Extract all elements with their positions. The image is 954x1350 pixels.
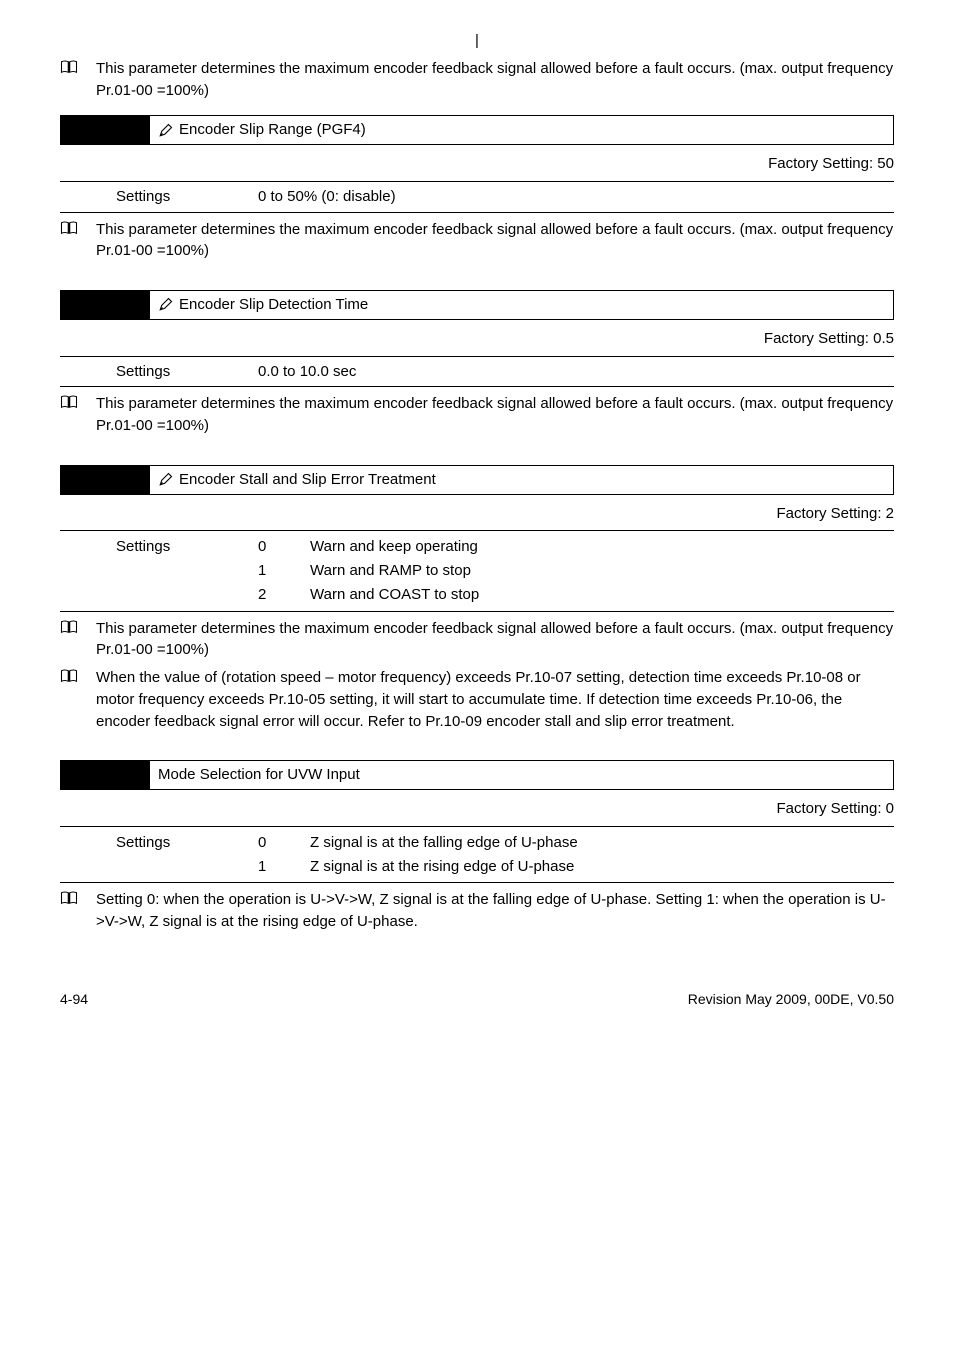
settings-option-row: 1Z signal is at the rising edge of U-pha… (60, 855, 894, 879)
option-number: 1 (250, 856, 310, 878)
factory-setting: Factory Setting: 50 (60, 153, 894, 175)
settings-label: Settings (60, 186, 250, 208)
param-note: This parameter determines the maximum en… (60, 393, 894, 437)
book-icon (60, 393, 96, 416)
factory-setting: Factory Setting: 2 (60, 503, 894, 525)
option-text: Warn and RAMP to stop (310, 560, 894, 582)
param-title-text: Encoder Slip Detection Time (179, 294, 368, 316)
param-title: Encoder Stall and Slip Error Treatment (150, 466, 894, 494)
note-text: This parameter determines the maximum en… (96, 618, 894, 662)
revision-text: Revision May 2009, 00DE, V0.50 (688, 989, 894, 1009)
note-text: When the value of (rotation speed – moto… (96, 667, 894, 732)
intro-note: This parameter determines the maximum en… (60, 58, 894, 102)
factory-setting: Factory Setting: 0 (60, 798, 894, 820)
param-number-box (60, 466, 150, 494)
settings-option-row: 1Warn and RAMP to stop (60, 559, 894, 583)
option-number: 2 (250, 584, 310, 606)
param-block: Encoder Stall and Slip Error Treatment Fa… (60, 465, 894, 749)
settings-table: Settings0Z signal is at the falling edge… (60, 826, 894, 884)
param-note: Setting 0: when the operation is U->V->W… (60, 889, 894, 933)
page-number: 4-94 (60, 989, 88, 1009)
pencil-icon (158, 123, 173, 138)
settings-label (60, 560, 250, 582)
param-number-box (60, 761, 150, 789)
param-header: Mode Selection for UVW Input (60, 761, 894, 790)
param-header: Encoder Slip Detection Time (60, 291, 894, 320)
param-note: This parameter determines the maximum en… (60, 618, 894, 662)
settings-value: 0.0 to 10.0 sec (250, 361, 894, 383)
book-icon (60, 618, 96, 641)
intro-note-text: This parameter determines the maximum en… (96, 58, 894, 102)
param-title-text: Mode Selection for UVW Input (158, 764, 360, 786)
pencil-icon (158, 472, 173, 487)
option-number: 0 (250, 832, 310, 854)
settings-label: Settings (60, 361, 250, 383)
book-icon (60, 667, 96, 690)
settings-label (60, 584, 250, 606)
option-number: 0 (250, 536, 310, 558)
param-note: This parameter determines the maximum en… (60, 219, 894, 263)
book-icon (60, 219, 96, 242)
settings-row: Settings0.0 to 10.0 sec (60, 356, 894, 388)
param-block: Encoder Slip Detection Time Factory Setti… (60, 290, 894, 453)
param-block: Encoder Slip Range (PGF4) Factory Setting… (60, 115, 894, 278)
param-header: Encoder Slip Range (PGF4) (60, 116, 894, 145)
option-number: 1 (250, 560, 310, 582)
param-number-box (60, 291, 150, 319)
param-block: Mode Selection for UVW Input Factory Sett… (60, 760, 894, 949)
settings-option-row: Settings0Z signal is at the falling edge… (60, 831, 894, 855)
note-text: Setting 0: when the operation is U->V->W… (96, 889, 894, 933)
param-number-box (60, 116, 150, 144)
settings-label: Settings (60, 536, 250, 558)
settings-table: Settings0Warn and keep operating1Warn an… (60, 530, 894, 611)
settings-row: Settings0 to 50% (0: disable) (60, 181, 894, 213)
option-text: Warn and keep operating (310, 536, 894, 558)
settings-option-row: Settings0Warn and keep operating (60, 535, 894, 559)
option-text: Z signal is at the falling edge of U-pha… (310, 832, 894, 854)
param-title: Mode Selection for UVW Input (150, 761, 894, 789)
option-text: Z signal is at the rising edge of U-phas… (310, 856, 894, 878)
param-title: Encoder Slip Range (PGF4) (150, 116, 894, 144)
settings-option-row: 2Warn and COAST to stop (60, 583, 894, 607)
param-header: Encoder Stall and Slip Error Treatment (60, 466, 894, 495)
pencil-icon (158, 297, 173, 312)
page-footer: 4-94 Revision May 2009, 00DE, V0.50 (60, 989, 894, 1009)
option-text: Warn and COAST to stop (310, 584, 894, 606)
book-icon (60, 889, 96, 912)
param-title: Encoder Slip Detection Time (150, 291, 894, 319)
param-title-text: Encoder Stall and Slip Error Treatment (179, 469, 436, 491)
param-note: When the value of (rotation speed – moto… (60, 667, 894, 732)
settings-label: Settings (60, 832, 250, 854)
text-cursor: | (60, 30, 894, 52)
settings-value: 0 to 50% (0: disable) (250, 186, 894, 208)
param-title-text: Encoder Slip Range (PGF4) (179, 119, 366, 141)
book-icon (60, 58, 96, 81)
factory-setting: Factory Setting: 0.5 (60, 328, 894, 350)
settings-label (60, 856, 250, 878)
note-text: This parameter determines the maximum en… (96, 219, 894, 263)
note-text: This parameter determines the maximum en… (96, 393, 894, 437)
